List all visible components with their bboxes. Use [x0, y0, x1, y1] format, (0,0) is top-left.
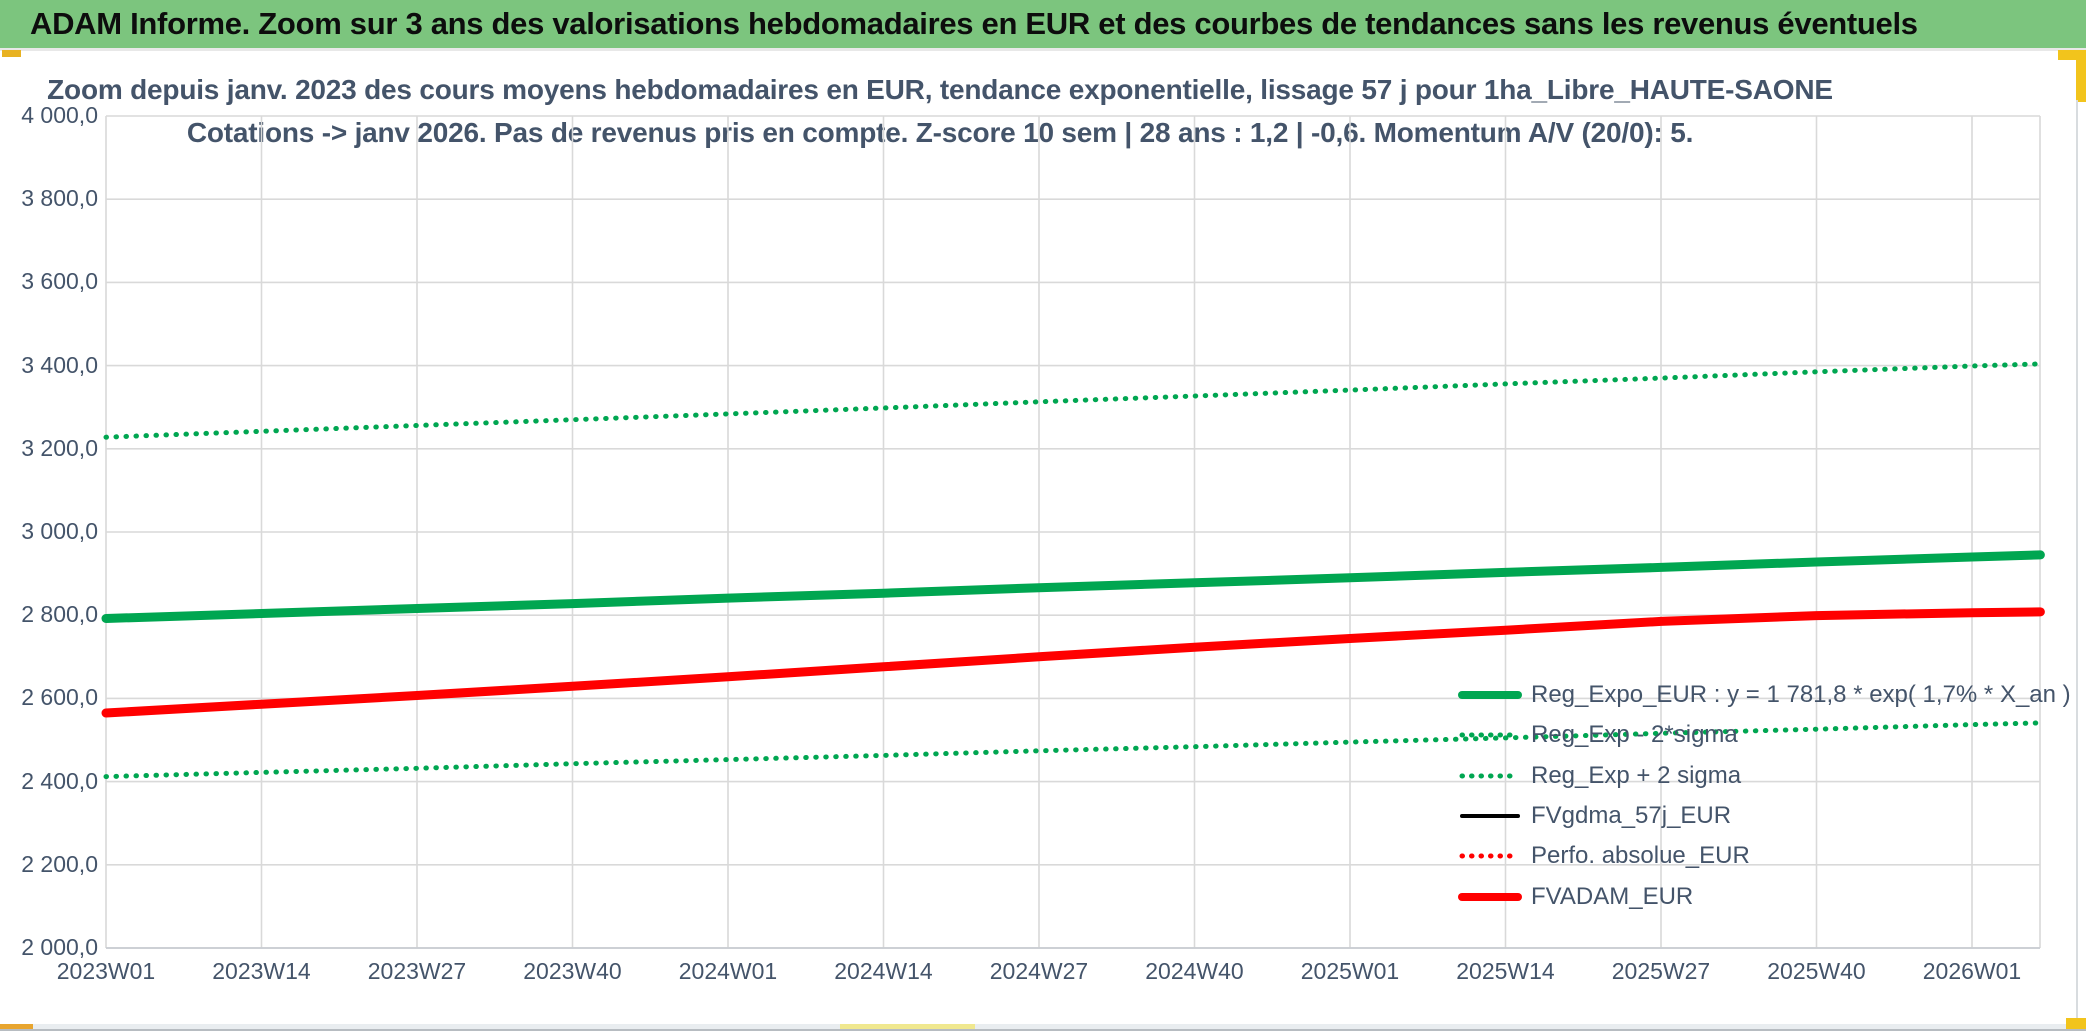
sheet-accent-top-left: [2, 50, 21, 57]
y-axis-tick-label: 2 000,0: [21, 934, 98, 960]
series-line-fvadam: [101, 607, 2045, 718]
legend-label-reg-exp-plus-2sigma: Reg_Exp + 2 sigma: [1531, 761, 1742, 789]
legend-swatch-reg-exp-plus-2sigma: [1459, 773, 1521, 779]
series-line-reg-expo: [101, 550, 2045, 623]
legend-swatch-fvadam: [1458, 892, 1522, 901]
legend-swatch-reg-exp-minus-2sigma: [1459, 732, 1521, 738]
x-axis-tick-label: 2023W27: [367, 958, 467, 984]
x-axis-tick-label: 2024W40: [1145, 958, 1244, 984]
x-axis-tick-label: 2024W27: [989, 958, 1089, 984]
y-axis-tick-label: 4 000,0: [21, 102, 98, 128]
header-bar: ADAM Informe. Zoom sur 3 ans des valoris…: [0, 0, 2086, 48]
legend-label-perfo-absolue: Perfo. absolue_EUR: [1531, 842, 1750, 870]
y-axis-tick-label: 3 800,0: [21, 185, 98, 212]
y-axis-tick-label: 3 600,0: [21, 268, 98, 295]
series-line-reg-exp-minus-2sigma: [103, 720, 2043, 780]
x-axis-tick-label: 2026W01: [1922, 958, 2022, 984]
bottom-strip-pale-segment: [840, 1024, 975, 1031]
sheet-accent-top-right-h: [2058, 50, 2086, 60]
bottom-strip-left-block: [0, 1024, 33, 1031]
page-title: ADAM Informe. Zoom sur 3 ans des valoris…: [30, 6, 1918, 41]
y-axis-tick-label: 3 200,0: [21, 434, 98, 461]
x-axis-tick-label: 2023W40: [523, 958, 622, 984]
legend-item-reg-exp-minus-2sigma[interactable]: Reg_Exp - 2*sigma: [1458, 718, 1738, 752]
header-divider: [0, 48, 2086, 51]
legend-item-reg-exp-plus-2sigma[interactable]: Reg_Exp + 2 sigma: [1458, 759, 1741, 793]
x-axis-tick-label: 2024W14: [834, 958, 933, 984]
legend-swatch-reg-expo: [1458, 691, 1522, 699]
legend-swatch-perfo-absolue: [1459, 853, 1521, 859]
bottom-strip: [0, 1024, 2086, 1031]
legend-label-fvgdma-57j: FVgdma_57j_EUR: [1531, 801, 1732, 829]
x-axis-tick-label: 2025W40: [1767, 958, 1866, 984]
legend-label-fvadam: FVADAM_EUR: [1531, 882, 1694, 910]
legend-label-reg-exp-minus-2sigma: Reg_Exp - 2*sigma: [1531, 721, 1738, 749]
y-axis-tick-label: 2 200,0: [21, 850, 98, 877]
bottom-strip-right-corner: [2066, 1018, 2086, 1031]
chart-title-line2: Cotations -> janv 2026. Pas de revenus p…: [186, 117, 1694, 148]
x-axis-tick-label: 2025W01: [1300, 958, 1400, 984]
legend-item-fvgdma-57j[interactable]: FVgdma_57j_EUR: [1458, 799, 1731, 833]
x-axis-tick-label: 2024W01: [678, 958, 778, 984]
y-axis-tick-label: 2 400,0: [21, 767, 98, 794]
y-axis-tick-label: 3 000,0: [21, 518, 98, 544]
x-axis-tick-label: 2023W01: [56, 958, 156, 984]
legend-swatch-fvgdma-57j: [1460, 813, 1520, 818]
y-axis-tick-label: 3 400,0: [21, 351, 98, 378]
x-axis-tick-label: 2025W14: [1456, 958, 1555, 984]
x-axis-tick-label: 2025W27: [1611, 958, 1711, 984]
y-axis-tick-label: 2 800,0: [21, 601, 98, 628]
sheet-accent-top-right-v: [2076, 50, 2086, 102]
legend-label-reg-expo: Reg_Expo_EUR : y = 1 781,8 * exp( 1,7% *…: [1531, 681, 2071, 708]
y-axis-tick-label: 2 600,0: [21, 684, 98, 711]
sheet-right-edge-line: [2076, 100, 2078, 1024]
bottom-hairline: [0, 1029, 2086, 1031]
legend-item-perfo-absolue[interactable]: Perfo. absolue_EUR: [1458, 839, 1750, 873]
legend-item-reg-expo[interactable]: Reg_Expo_EUR : y = 1 781,8 * exp( 1,7% *…: [1458, 678, 2071, 712]
series-line-reg-exp-plus-2sigma: [103, 361, 2043, 440]
x-axis-tick-label: 2023W14: [212, 958, 311, 984]
legend-item-fvadam[interactable]: FVADAM_EUR: [1458, 880, 1693, 914]
chart-title-line1: Zoom depuis janv. 2023 des cours moyens …: [47, 74, 1833, 105]
